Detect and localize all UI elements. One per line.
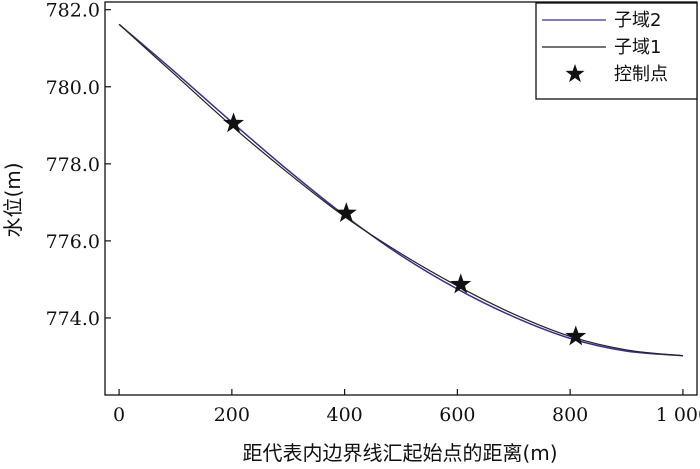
x-tick-label: 400 xyxy=(326,404,362,426)
x-axis-title: 距代表内边界线汇起始点的距离(m) xyxy=(242,441,557,465)
x-axis: 0 200 400 600 800 1 000 xyxy=(113,389,700,426)
x-tick-label: 1 000 xyxy=(656,404,700,426)
plot-frame xyxy=(104,1,698,396)
control-points xyxy=(223,112,587,346)
legend-box xyxy=(535,2,698,100)
y-tick-label: 782.0 xyxy=(46,0,100,22)
x-tick-label: 0 xyxy=(113,404,125,426)
legend-marker-star xyxy=(565,64,585,83)
control-point-marker xyxy=(335,202,357,223)
y-tick-label: 776.0 xyxy=(46,231,100,253)
control-point-marker xyxy=(565,325,587,346)
y-axis: 774.0 776.0 778.0 780.0 782.0 xyxy=(46,0,111,330)
y-tick-label: 778.0 xyxy=(46,154,100,176)
x-tick-label: 800 xyxy=(552,404,588,426)
control-point-marker xyxy=(223,112,245,133)
legend-label: 子域1 xyxy=(614,37,661,58)
x-tick-label: 600 xyxy=(439,404,475,426)
y-tick-label: 780.0 xyxy=(46,77,100,99)
control-point-marker xyxy=(450,273,472,294)
y-tick-label: 774.0 xyxy=(46,308,100,330)
legend-label: 子域2 xyxy=(614,10,661,31)
x-tick-label: 200 xyxy=(214,404,250,426)
y-axis-title: 水位(m) xyxy=(1,162,25,237)
legend-label: 控制点 xyxy=(614,64,668,85)
legend: 子域2 子域1 控制点 xyxy=(535,2,698,100)
